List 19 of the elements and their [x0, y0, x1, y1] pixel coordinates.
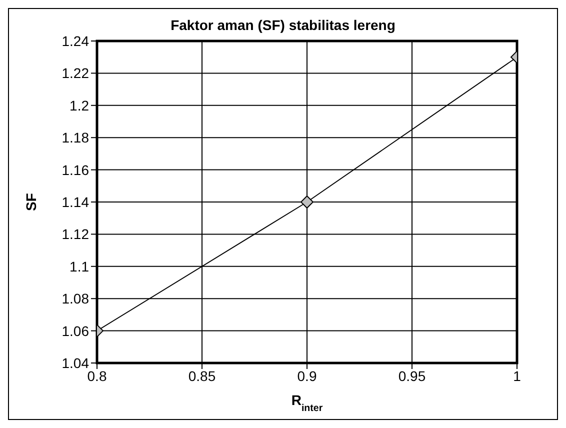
y-tick-label: 1.04 — [62, 354, 90, 371]
chart-title: Faktor aman (SF) stabilitas lereng — [170, 17, 396, 33]
y-tick-label: 1.22 — [62, 65, 90, 82]
y-tick-label: 1.24 — [62, 32, 90, 49]
y-tick-label: 1.16 — [62, 162, 90, 178]
x-tick-label: 1 — [513, 368, 522, 384]
y-tick-label: 1.2 — [70, 97, 90, 114]
x-axis-title: R$_{inter}$ — [291, 392, 323, 414]
y-tick-label: 1.1 — [70, 258, 90, 274]
y-tick-label: 1.18 — [62, 130, 90, 146]
x-tick-label: 0.95 — [398, 368, 426, 384]
y-tick-label: 1.12 — [62, 226, 90, 242]
y-tick-label: 1.08 — [62, 290, 90, 307]
y-tick-label: 1.14 — [62, 194, 90, 210]
x-tick-label: 0.8 — [87, 368, 107, 384]
y-tick-label: 1.06 — [62, 322, 90, 339]
x-tick-label: 0.9 — [297, 368, 317, 384]
y-axis-title: SF — [22, 192, 39, 211]
x-tick-label: 0.85 — [188, 368, 216, 384]
